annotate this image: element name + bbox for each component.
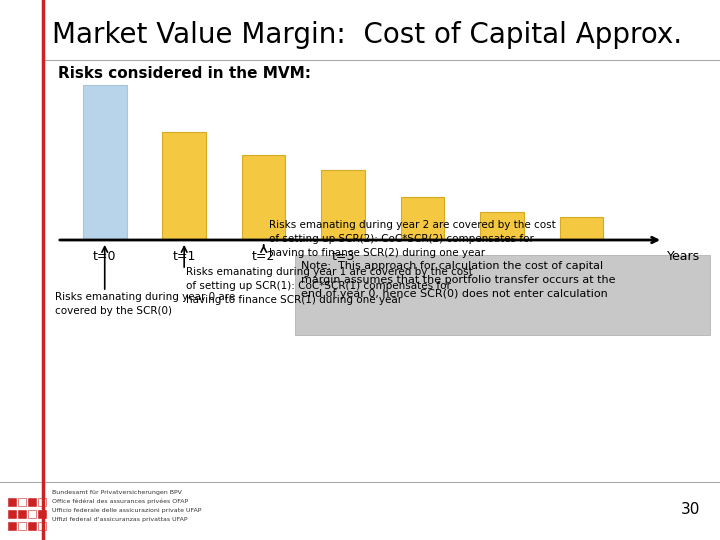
Text: t=1: t=1 [173,250,196,263]
Bar [28,498,36,506]
Bar [38,510,46,518]
Text: Note:  This approach for calculation the cost of capital
margin assumes that the: Note: This approach for calculation the … [301,261,616,299]
Bar [38,498,46,506]
Text: Risks considered in the MVM:: Risks considered in the MVM: [58,65,311,80]
Bar [18,522,26,530]
Text: t=2: t=2 [252,250,275,263]
Bar [321,170,365,240]
Text: Market Value Margin:  Cost of Capital Approx.: Market Value Margin: Cost of Capital App… [52,21,682,49]
Text: Years: Years [667,250,700,263]
Bar [242,155,285,240]
Text: Risks emanating during year 1 are covered by the cost
of setting up SCR(1): CoC*: Risks emanating during year 1 are covere… [186,267,473,305]
Text: Ufficio federale delle assicurazioni private UFAP: Ufficio federale delle assicurazioni pri… [52,508,202,513]
Bar [38,522,46,530]
Text: Risks emanating during year 2 are covered by the cost
of setting up SCR(2): CoC*: Risks emanating during year 2 are covere… [269,220,555,258]
Text: t=3: t=3 [331,250,355,263]
Bar [18,498,26,506]
Bar [295,255,710,335]
Bar [401,197,444,240]
Bar [480,212,524,240]
Bar [18,510,26,518]
Text: Office fédéral des assurances privées OFAP: Office fédéral des assurances privées OF… [52,499,188,504]
Bar [8,522,16,530]
Text: 30: 30 [680,503,700,517]
Text: Uffizi federal d'assicuranzas privattas UFAP: Uffizi federal d'assicuranzas privattas … [52,517,187,522]
Bar [559,217,603,240]
Text: Bundesamt für Privatversicherungen BPV: Bundesamt für Privatversicherungen BPV [52,490,182,495]
Bar [162,132,206,240]
Bar [28,522,36,530]
Bar [28,510,36,518]
Text: Risks emanating during year 0 are
covered by the SCR(0): Risks emanating during year 0 are covere… [55,292,235,316]
Bar [8,510,16,518]
Bar [83,85,127,240]
Bar [8,498,16,506]
Text: t=0: t=0 [93,250,117,263]
